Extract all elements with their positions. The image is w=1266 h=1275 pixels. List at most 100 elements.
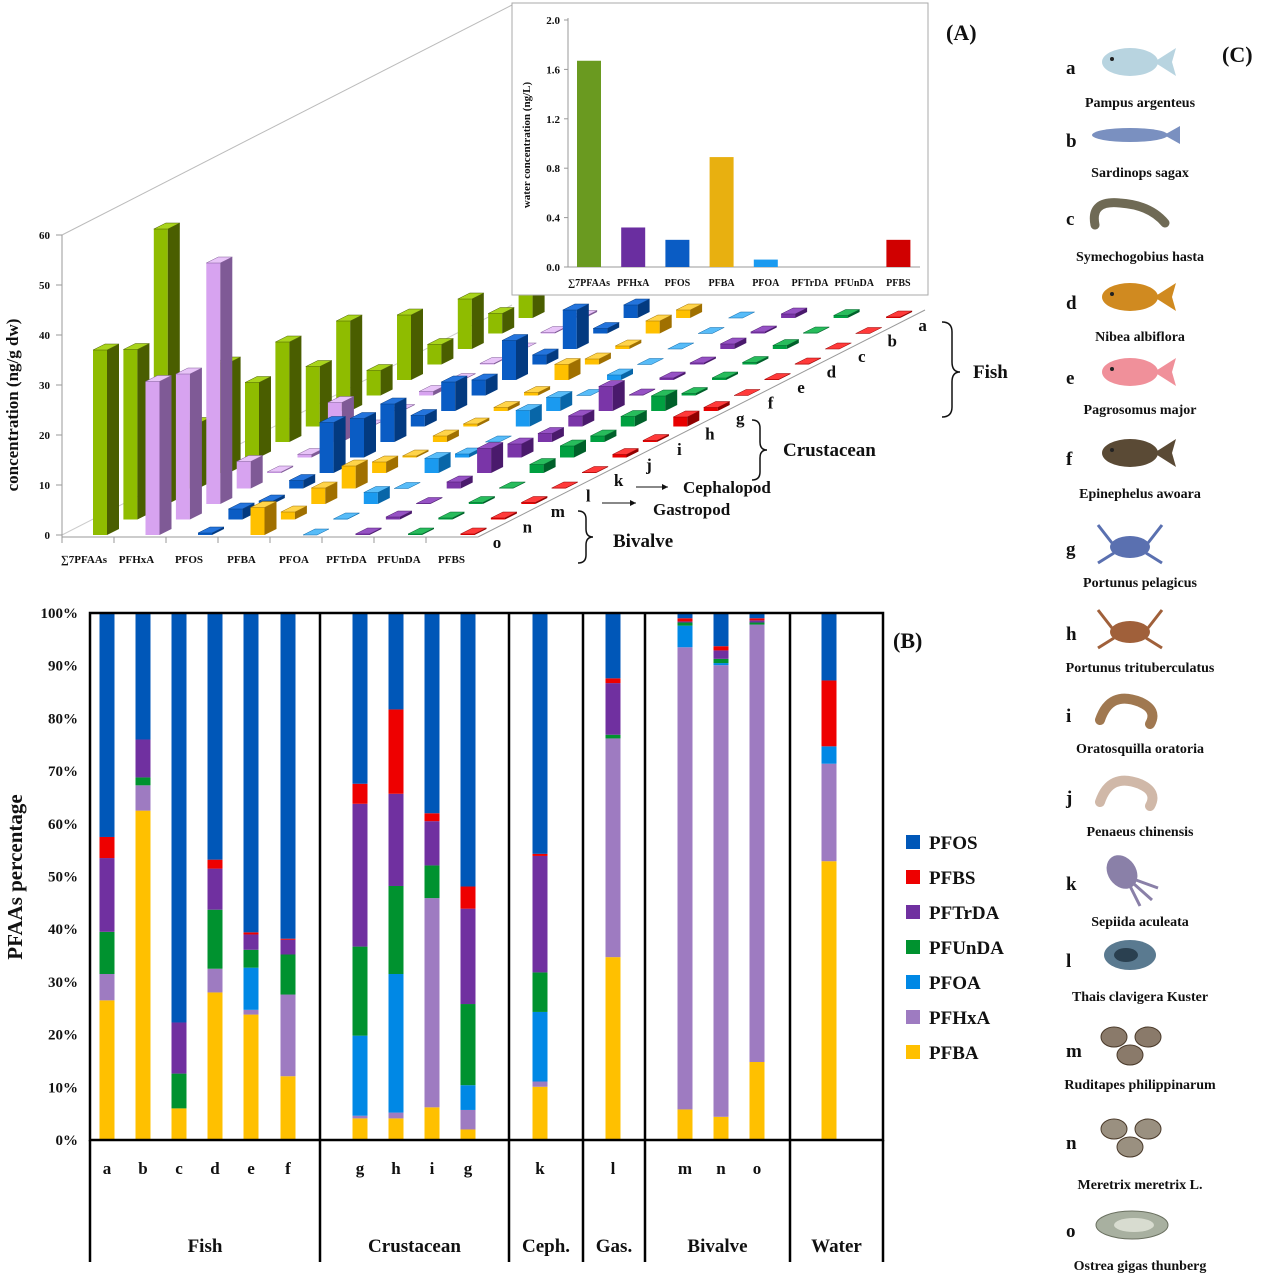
- bar-side-face: [726, 372, 738, 380]
- bar-l-PFBA: [341, 459, 368, 489]
- group-label: Fish: [188, 1236, 223, 1257]
- bar-side-face: [538, 386, 551, 396]
- segment-PFTrDA: [352, 803, 368, 947]
- bar-front-face: [198, 533, 212, 535]
- bar-front-face: [175, 374, 190, 520]
- bar-side-face: [576, 304, 589, 349]
- x-tick-label: PFBA: [227, 554, 256, 566]
- x-tick-label: o: [753, 1159, 762, 1178]
- x-tick-label: d: [210, 1159, 220, 1178]
- stacked-bar-g: [460, 613, 476, 1140]
- fish-body: [1102, 283, 1158, 311]
- inset-y-tick-label: 1.6: [546, 64, 560, 76]
- bar-o-PFBA: [250, 501, 277, 535]
- segment-PFTrDA: [605, 683, 621, 735]
- bar-front-face: [463, 424, 478, 427]
- panel-label-a: (A): [946, 20, 977, 45]
- segment-PFTrDA: [460, 908, 476, 1005]
- bar-front-face: [336, 321, 351, 411]
- bar-top-face: [537, 427, 565, 434]
- row-label: n: [523, 518, 533, 537]
- bar-front-face: [772, 345, 787, 349]
- segment-PFTrDA: [677, 621, 693, 623]
- row-label: l: [586, 487, 591, 506]
- oyster-icon: [1095, 1210, 1169, 1240]
- segment-PFBS: [460, 886, 476, 909]
- bar-top-face: [363, 486, 390, 493]
- bar-n-PFHxA: [175, 367, 203, 520]
- shrimp-body: [1095, 775, 1158, 811]
- row-label: i: [677, 440, 682, 459]
- bar-front-face: [689, 363, 704, 365]
- stacked-bar-c: [171, 613, 187, 1140]
- segment-PFUnDA: [677, 622, 693, 626]
- legend-swatch-PFUnDA: [906, 940, 920, 954]
- bar-top-face: [438, 511, 465, 519]
- bar-top-face: [349, 412, 377, 419]
- bar-f-PFTrDA: [628, 388, 656, 396]
- bar-o-∑7PFAAs: [92, 343, 120, 535]
- species-letter: m: [1066, 1041, 1082, 1062]
- stacked-bar-n: [713, 613, 729, 1140]
- row-label: f: [768, 394, 774, 413]
- fish-icon: [1102, 283, 1176, 311]
- bar-a-PFBS: [885, 310, 913, 318]
- bar-side-face: [847, 309, 860, 318]
- bar-h-PFOA: [515, 404, 542, 427]
- x-tick-label: g: [464, 1159, 473, 1178]
- bar-top-face: [628, 388, 656, 396]
- species-item-j: j Penaeus chinensis: [1065, 775, 1195, 840]
- bar-b-PFOS: [593, 322, 620, 334]
- bar-side-face: [380, 364, 393, 396]
- inset-x-tick-label: PFUnDA: [834, 278, 874, 289]
- legend-label: PFOS: [929, 833, 978, 854]
- species-name: Penaeus chinensis: [1087, 825, 1195, 840]
- bar-front-face: [607, 375, 621, 380]
- clam-shell: [1100, 1118, 1128, 1140]
- segment-PFBS: [207, 859, 223, 869]
- bar-front-face: [612, 454, 627, 458]
- species-item-e: e Pagrosomus major: [1066, 358, 1196, 418]
- segment-PFHxA: [532, 1081, 548, 1087]
- stacked-bar-e: [243, 613, 259, 1140]
- bar-front-face: [460, 534, 475, 535]
- bar-top-face: [598, 380, 625, 387]
- segment-PFOS: [605, 613, 621, 679]
- row-label: b: [887, 332, 896, 351]
- bar-top-face: [689, 356, 717, 364]
- bar-top-face: [590, 429, 617, 437]
- bar-top-face: [681, 387, 708, 394]
- bar-l-PFBS: [551, 481, 578, 489]
- species-letter: i: [1066, 706, 1071, 727]
- bar-front-face: [267, 472, 282, 473]
- bar-side-face: [546, 349, 559, 365]
- bar-k-PFUnDA: [529, 458, 556, 473]
- species-item-b: b Sardinops sagax: [1066, 126, 1189, 181]
- bar-side-face: [687, 411, 700, 427]
- species-name: Epinephelus awoara: [1079, 487, 1201, 502]
- bar-front-face: [275, 342, 290, 442]
- bar-front-face: [645, 321, 660, 334]
- segment-PFUnDA: [388, 885, 404, 974]
- bar-side-face: [690, 304, 703, 318]
- x-tick-label: c: [175, 1159, 183, 1178]
- species-letter: n: [1066, 1133, 1077, 1154]
- bar-side-face: [394, 398, 407, 442]
- group-label: Water: [811, 1236, 862, 1257]
- bar-top-face: [584, 352, 612, 360]
- bar-top-face: [446, 475, 473, 483]
- bar-k-PFOA: [424, 452, 451, 473]
- bar-side-face: [471, 293, 484, 349]
- bar-top-face: [490, 511, 518, 519]
- fish-body: [1102, 358, 1158, 386]
- bar-top-face: [675, 303, 703, 311]
- species-item-g: g Portunus pelagicus: [1066, 524, 1198, 591]
- bar-front-face: [432, 436, 447, 442]
- segment-PFOS: [749, 613, 765, 619]
- bar-side-face: [189, 368, 202, 520]
- group-label-crustacean: Crustacean: [783, 440, 876, 461]
- bar-front-face: [441, 382, 456, 411]
- bar-top-face: [855, 327, 882, 334]
- x-tick-label: e: [247, 1159, 255, 1178]
